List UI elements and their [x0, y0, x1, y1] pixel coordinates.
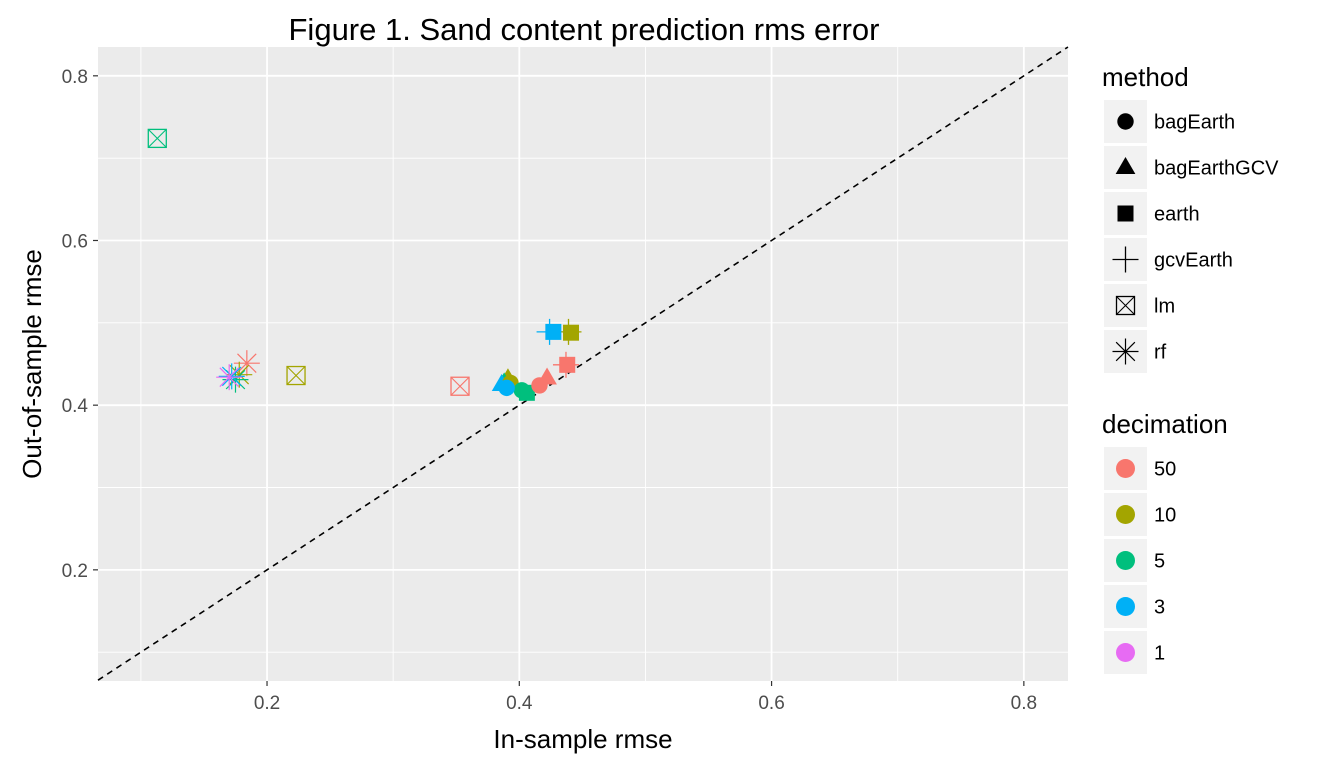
data-point-rf-1 [216, 364, 243, 391]
square-x-diag2 [147, 129, 167, 148]
triangle-marker [1115, 156, 1136, 174]
legend-title: method [1102, 62, 1189, 92]
y-axis-label: Out-of-sample rmse [17, 249, 47, 479]
legend-key-circle [1117, 113, 1134, 130]
legend-key-color [1116, 643, 1135, 662]
asterisk-d2 [221, 366, 242, 387]
legend-entry-label: rf [1154, 342, 1167, 364]
square-x-box [1115, 295, 1136, 316]
major-gridlines [98, 47, 1068, 681]
legend-key-color [1116, 551, 1135, 570]
square-x-box [286, 365, 306, 386]
data-point-bagEarth-5 [513, 382, 531, 399]
legend-key-asterisk [1112, 338, 1139, 365]
minor-gridlines [98, 47, 1068, 681]
square-marker [1117, 205, 1134, 222]
square-marker [559, 356, 576, 373]
x-tick-label: 0.8 [1011, 693, 1037, 714]
legend-entry-label: gcvEarth [1154, 250, 1233, 272]
y-tick-label: 0.6 [62, 231, 88, 252]
x-tick-label: 0.4 [506, 693, 533, 714]
square-x-box [450, 376, 470, 396]
y-tick-label: 0.4 [62, 396, 89, 417]
square-x-diag2 [450, 376, 470, 396]
data-point-lm-10 [286, 365, 306, 386]
legend-method: method bagEarth bagEarthGCV earth gcvEarth lm… [1102, 62, 1279, 373]
data-point-lm-50 [450, 376, 470, 396]
asterisk-d2 [1115, 341, 1136, 362]
legend-entry-label: 50 [1154, 459, 1176, 481]
legend-entry-label: bagEarthGCV [1154, 158, 1279, 180]
data-point-rf-50 [233, 350, 260, 377]
asterisk-d2 [219, 367, 239, 387]
x-axis: 0.2 0.4 0.6 0.8 [254, 681, 1037, 714]
legend-entry-label: earth [1154, 204, 1200, 226]
legend-key-color [1116, 505, 1135, 524]
x-tick-label: 0.2 [254, 693, 280, 714]
legend-entry-label: 1 [1154, 643, 1165, 665]
data-point-bagEarth-3 [498, 379, 515, 397]
legend-entry-label: 10 [1154, 505, 1176, 527]
circle-marker [498, 379, 515, 397]
x-tick-label: 0.6 [758, 693, 784, 714]
data-point-bagEarth-50 [531, 377, 548, 394]
legend-title: decimation [1102, 409, 1228, 439]
data-point-earth-3 [545, 323, 562, 340]
x-axis-label: In-sample rmse [493, 724, 672, 754]
legend-key-color [1116, 459, 1135, 478]
circle-marker [513, 382, 531, 399]
data-point-earth-50 [559, 356, 576, 373]
y-tick-label: 0.2 [62, 561, 88, 582]
chart-title: Figure 1. Sand content prediction rms er… [289, 12, 880, 47]
legend-key-plus [1112, 246, 1139, 273]
data-point-rf-3 [218, 363, 245, 390]
square-marker [545, 323, 562, 340]
legend-entry-label: 5 [1154, 551, 1165, 573]
data-points [147, 128, 582, 401]
circle-marker [531, 377, 548, 394]
legend-entry-label: 3 [1154, 597, 1165, 619]
circle-marker [1117, 113, 1134, 130]
legend-decimation: decimation 50 10 5 3 1 [1102, 409, 1228, 674]
legend-key-square [1117, 205, 1134, 222]
square-x-diag2 [286, 366, 306, 385]
square-x-diag2 [1116, 296, 1135, 315]
legend-entry-label: bagEarth [1154, 112, 1235, 134]
square-x-box [147, 128, 167, 149]
data-point-earth-10 [563, 324, 580, 341]
y-axis: 0.2 0.4 0.6 0.8 [62, 67, 98, 582]
legend-key-square-x [1115, 295, 1136, 316]
legend-key-triangle [1115, 156, 1136, 174]
asterisk-d2 [237, 353, 257, 373]
legend-entry-label: lm [1154, 296, 1175, 318]
data-point-lm-5 [147, 128, 167, 149]
y-tick-label: 0.8 [62, 67, 88, 88]
legend-key-color [1116, 597, 1135, 616]
square-marker [563, 324, 580, 341]
